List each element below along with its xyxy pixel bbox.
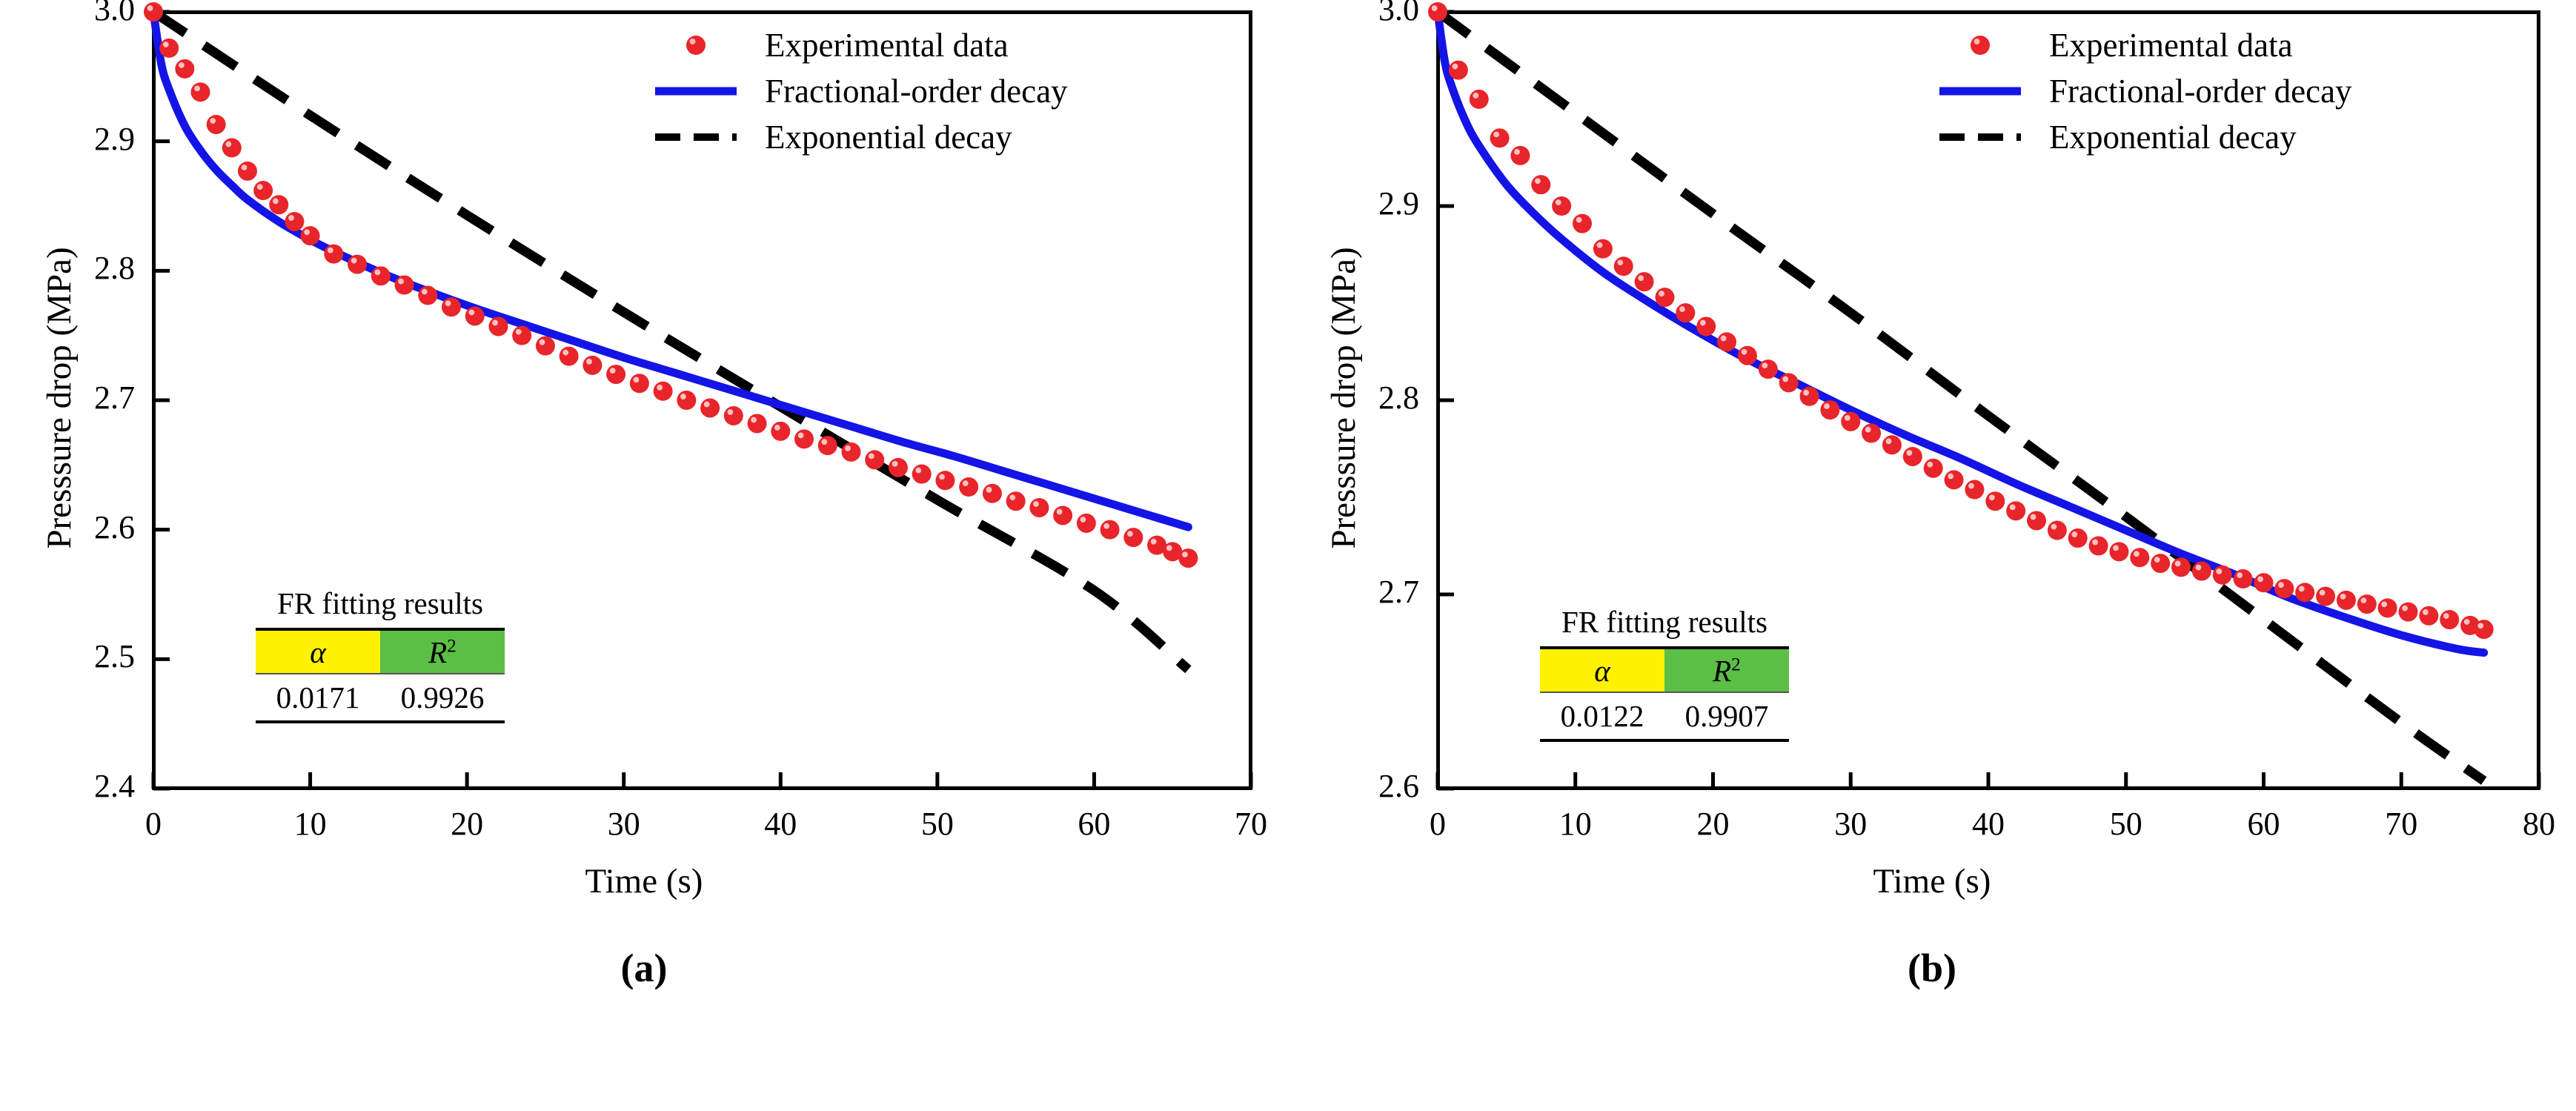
legend-item-experimental-data: Experimental data (652, 22, 1068, 68)
y-tick-label: 2.6 (94, 508, 135, 545)
x-tick-label: 10 (293, 806, 327, 842)
plot-svg-a (144, 2, 1253, 791)
inset-title-a: FR fitting results (277, 586, 483, 620)
fit-results-table-b: α R2 0.0122 0.9907 (1540, 646, 1789, 742)
fit-results-table-a: α R2 0.0171 0.9926 (256, 628, 505, 723)
legend-item-experimental-data: Experimental data (1936, 22, 2352, 68)
x-tick-label: 30 (1834, 806, 1868, 842)
legend-label-fractional-order-decay: Fractional-order decay (765, 73, 1068, 110)
x-tick-label: 40 (764, 806, 797, 842)
panel-label-a: (a) (620, 946, 668, 990)
y-tick-label: 2.9 (1378, 185, 1419, 222)
plot-svg-b (1428, 2, 2541, 791)
y-tick-label: 2.5 (94, 638, 135, 675)
blue-solid-line-icon (1936, 68, 2024, 114)
y-tick-label: 2.9 (94, 120, 135, 157)
value-r2-a: 0.9926 (380, 674, 505, 723)
x-tick-label: 40 (1972, 806, 2005, 842)
x-tick-label: 0 (145, 806, 162, 842)
table-value-row-b: 0.0122 0.9907 (1540, 692, 1789, 742)
red-dot-marker-icon (652, 22, 740, 68)
x-tick-label: 10 (1558, 806, 1592, 842)
x-tick-label: 0 (1430, 806, 1446, 842)
legend-item-fractional-order-decay: Fractional-order decay (652, 68, 1068, 114)
y-tick-label: 2.8 (1378, 379, 1419, 416)
black-dashed-line-icon (1936, 114, 2024, 160)
header-alpha-b: α (1540, 646, 1664, 693)
x-axis-label-a: Time (s) (585, 862, 703, 901)
r2-exponent: 2 (447, 634, 457, 656)
x-tick-label: 80 (2523, 806, 2555, 842)
x-tick-label: 70 (1235, 806, 1267, 842)
legend-item-fractional-order-decay: Fractional-order decay (1936, 68, 2352, 114)
x-axis-label-b: Time (s) (1873, 862, 1991, 901)
panel-label-b: (b) (1908, 946, 1956, 990)
panel-b: Presssure drop (MPa) Time (s) (b) 2.6 2.7… (1288, 0, 2576, 1111)
y-tick-label: 3.0 (1378, 0, 1419, 27)
legend-label-exponential-decay: Exponential decay (2049, 119, 2297, 156)
header-r2-a: R2 (380, 628, 505, 674)
x-tick-label: 20 (1696, 806, 1730, 842)
x-tick-label: 20 (451, 806, 484, 842)
red-dot-marker-icon (1936, 22, 2024, 68)
legend-label-exponential-decay: Exponential decay (765, 119, 1012, 156)
legend-b: Experimental data Fractional-order decay… (1936, 22, 2352, 160)
x-tick-label: 50 (920, 806, 954, 842)
inset-title-b: FR fitting results (1561, 605, 1767, 639)
table-header-row-a: α R2 (256, 628, 505, 674)
y-tick-label: 3.0 (94, 0, 135, 27)
inset-fit-results-b: FR fitting results α R2 0.0122 0.9907 (1540, 604, 1789, 742)
header-alpha-a: α (256, 628, 380, 674)
black-dashed-line-icon (652, 114, 740, 160)
value-alpha-b: 0.0122 (1540, 692, 1664, 742)
r-symbol: R (428, 634, 448, 669)
panel-a: Presssure drop (MPa) Time (s) (a) 2.4 2.5… (40, 0, 1267, 990)
legend-label-experimental-data: Experimental data (765, 27, 1009, 64)
table-value-row-a: 0.0171 0.9926 (256, 674, 505, 723)
y-tick-label: 2.7 (94, 379, 135, 416)
inset-fit-results-a: FR fitting results α R2 0.0171 0.9926 (256, 586, 505, 723)
alpha-symbol: α (1594, 653, 1610, 688)
legend-a: Experimental data Fractional-order decay… (652, 22, 1068, 160)
legend-label-fractional-order-decay: Fractional-order decay (2049, 73, 2352, 110)
experimental-data-points (1428, 2, 2494, 640)
r-symbol: R (1713, 653, 1732, 688)
x-tick-label: 60 (2247, 806, 2280, 842)
x-tick-label: 50 (2109, 806, 2142, 842)
alpha-symbol: α (310, 634, 326, 669)
table-header-row-b: α R2 (1540, 646, 1789, 693)
experimental-data-points (144, 2, 1198, 568)
value-alpha-a: 0.0171 (256, 674, 380, 723)
y-tick-label: 2.7 (1378, 574, 1419, 610)
r2-exponent: 2 (1731, 653, 1741, 674)
value-r2-b: 0.9907 (1664, 692, 1789, 742)
legend-item-exponential-decay: Exponential decay (1936, 114, 2352, 160)
header-r2-b: R2 (1664, 646, 1789, 693)
legend-label-experimental-data: Experimental data (2049, 27, 2293, 64)
y-tick-label: 2.6 (1378, 768, 1419, 804)
x-tick-label: 30 (607, 806, 640, 842)
x-tick-label: 60 (1078, 806, 1111, 842)
x-tick-label: 70 (2385, 806, 2418, 842)
y-tick-label: 2.8 (94, 250, 135, 287)
blue-solid-line-icon (652, 68, 740, 114)
y-tick-label: 2.4 (94, 768, 135, 804)
legend-item-exponential-decay: Exponential decay (652, 114, 1068, 160)
